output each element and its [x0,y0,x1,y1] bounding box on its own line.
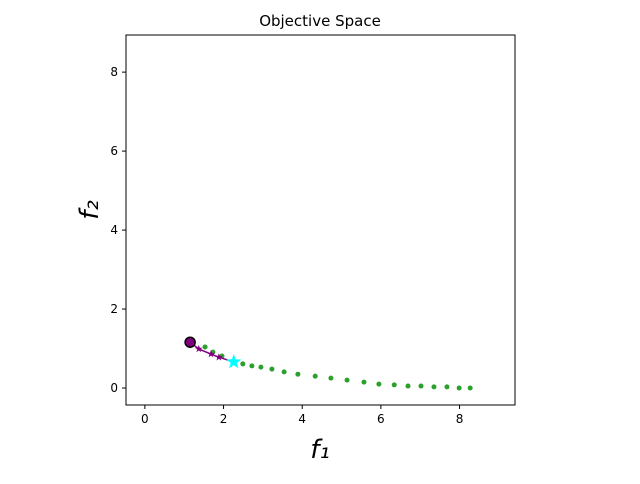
point [281,369,287,375]
plot-frame [125,34,516,406]
point [328,375,334,381]
x-axis-label: f₁ [310,435,330,465]
y-tick-label: 2 [110,302,118,316]
star-point [194,344,203,353]
point [249,363,255,369]
point [444,384,450,390]
chart-title: Objective Space [259,12,381,30]
point [269,366,275,372]
point [202,344,208,350]
point [344,377,350,383]
y-tick-label: 6 [110,144,118,158]
star-point [207,350,215,358]
x-tick-label: 6 [377,412,385,426]
point [456,385,462,391]
y-tick-label: 4 [110,223,118,237]
x-tick-label: 0 [141,412,149,426]
point [240,361,246,367]
x-tick-label: 4 [298,412,306,426]
point [361,379,367,385]
y-axis-label: f₂ [75,200,105,220]
point [295,371,301,377]
x-tick-label: 2 [220,412,228,426]
point [312,373,318,379]
point [376,381,382,387]
y-tick-label: 8 [110,65,118,79]
point [431,384,437,390]
start-point [184,336,196,348]
point [391,382,397,388]
star-point [215,353,223,361]
point [418,383,424,389]
point [467,385,473,391]
y-tick-label: 0 [110,381,118,395]
point [258,364,264,370]
end-point [226,353,242,369]
x-tick-label: 8 [456,412,464,426]
point [405,383,411,389]
